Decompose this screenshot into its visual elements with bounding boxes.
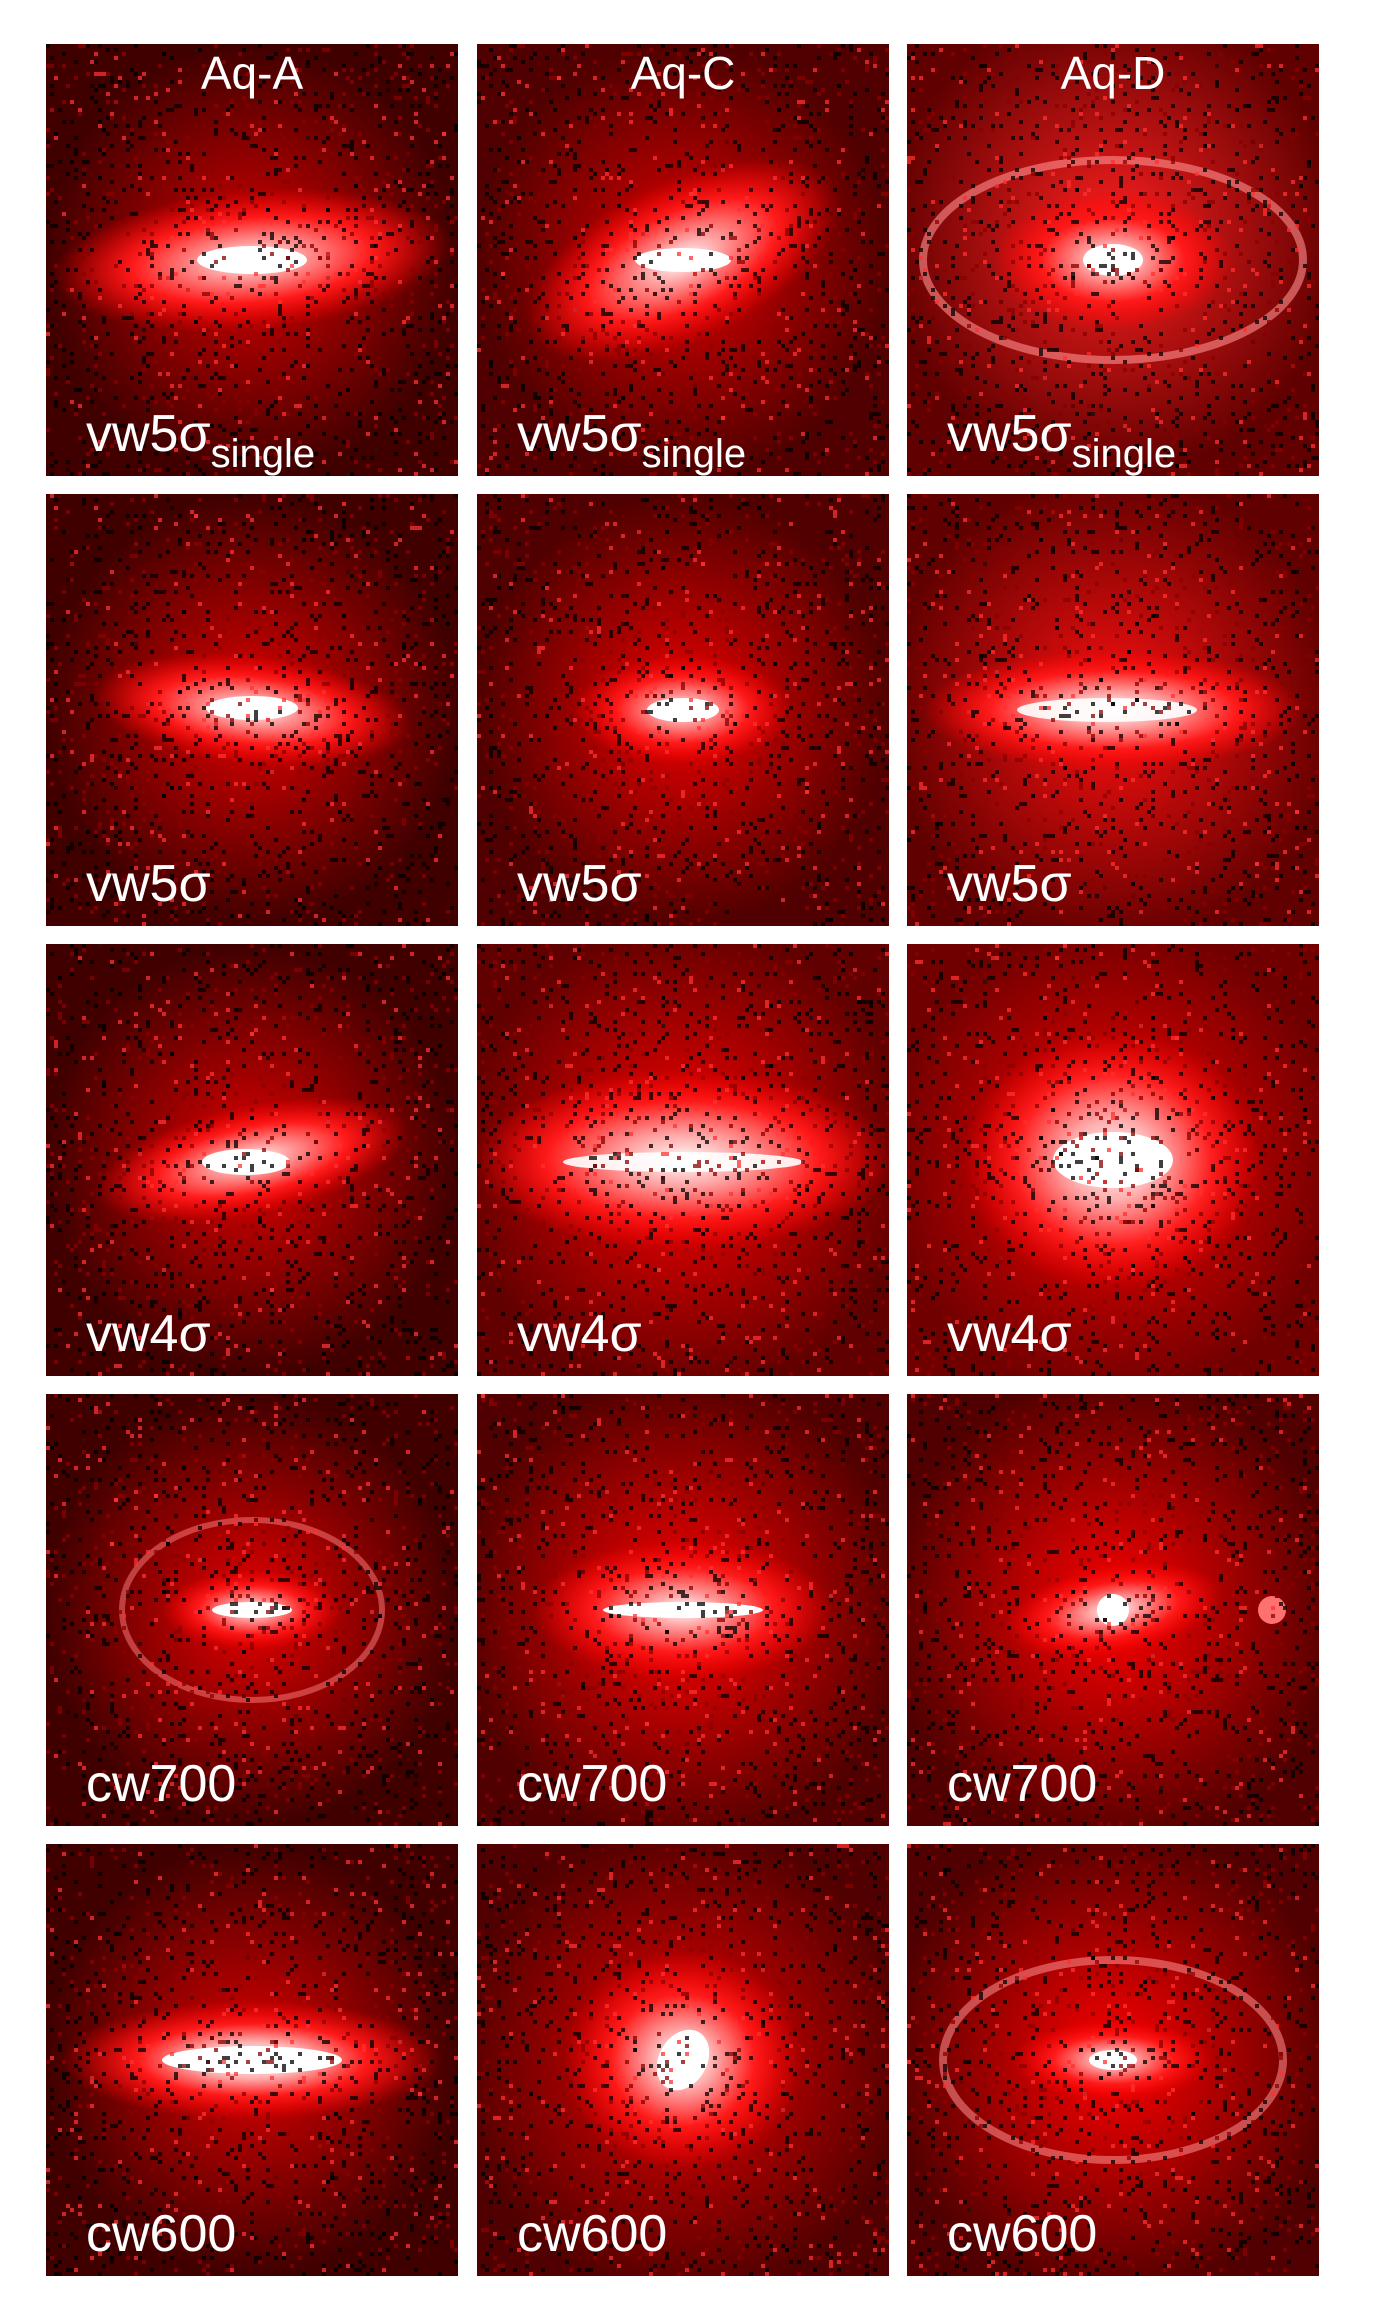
pixel-noise [907, 44, 1319, 476]
galaxy-image [46, 44, 458, 476]
galaxy-image [477, 44, 889, 476]
pixel-noise [477, 1844, 889, 2276]
panel-aq-d-vw5sigma-single: Aq-D vw5σsingle [907, 44, 1319, 476]
pixel-noise [477, 944, 889, 1376]
model-label: vw4σ [517, 1308, 642, 1360]
pixel-noise [477, 44, 889, 476]
model-label: cw600 [517, 2208, 667, 2260]
pixel-noise [46, 1844, 458, 2276]
panel-aq-d-vw5sigma: vw5σ [907, 494, 1319, 926]
panel-aq-a-vw4sigma: vw4σ [46, 944, 458, 1376]
column-title-aq-c: Aq-C [477, 50, 889, 96]
model-label: vw5σsingle [86, 408, 315, 474]
galaxy-image [477, 944, 889, 1376]
pixel-noise [46, 1394, 458, 1826]
pixel-noise [46, 494, 458, 926]
column-title-aq-a: Aq-A [46, 50, 458, 96]
pixel-noise [46, 944, 458, 1376]
model-label: cw700 [86, 1758, 236, 1810]
panel-aq-d-vw4sigma: vw4σ [907, 944, 1319, 1376]
model-label: vw5σsingle [947, 408, 1176, 474]
panel-aq-c-vw4sigma: vw4σ [477, 944, 889, 1376]
galaxy-image [907, 494, 1319, 926]
pixel-noise [907, 1394, 1319, 1826]
model-label: vw5σsingle [517, 408, 746, 474]
panel-aq-a-vw5sigma: vw5σ [46, 494, 458, 926]
galaxy-image [907, 944, 1319, 1376]
model-label: vw5σ [947, 858, 1072, 910]
model-label: cw700 [947, 1758, 1097, 1810]
column-title-aq-d: Aq-D [907, 50, 1319, 96]
panel-aq-d-cw600: cw600 [907, 1844, 1319, 2276]
model-label: vw4σ [86, 1308, 211, 1360]
galaxy-image [46, 944, 458, 1376]
model-label: cw600 [947, 2208, 1097, 2260]
pixel-noise [46, 44, 458, 476]
galaxy-image [477, 1394, 889, 1826]
model-label: cw600 [86, 2208, 236, 2260]
pixel-noise [907, 1844, 1319, 2276]
pixel-noise [907, 494, 1319, 926]
panel-aq-a-cw600: cw600 [46, 1844, 458, 2276]
galaxy-image [907, 1394, 1319, 1826]
model-label: vw4σ [947, 1308, 1072, 1360]
panel-aq-c-vw5sigma-single: Aq-C vw5σsingle [477, 44, 889, 476]
panel-aq-d-cw700: cw700 [907, 1394, 1319, 1826]
galaxy-image [477, 1844, 889, 2276]
galaxy-image [46, 1394, 458, 1826]
pixel-noise [477, 494, 889, 926]
galaxy-image [477, 494, 889, 926]
galaxy-image [46, 1844, 458, 2276]
model-label: vw5σ [86, 858, 211, 910]
panel-aq-c-vw5sigma: vw5σ [477, 494, 889, 926]
panel-aq-a-cw700: cw700 [46, 1394, 458, 1826]
model-label: vw5σ [517, 858, 642, 910]
galaxy-image [907, 44, 1319, 476]
panel-aq-c-cw600: cw600 [477, 1844, 889, 2276]
panel-aq-c-cw700: cw700 [477, 1394, 889, 1826]
panel-aq-a-vw5sigma-single: Aq-A vw5σsingle [46, 44, 458, 476]
pixel-noise [477, 1394, 889, 1826]
pixel-noise [907, 944, 1319, 1376]
galaxy-image [46, 494, 458, 926]
model-label: cw700 [517, 1758, 667, 1810]
galaxy-image [907, 1844, 1319, 2276]
